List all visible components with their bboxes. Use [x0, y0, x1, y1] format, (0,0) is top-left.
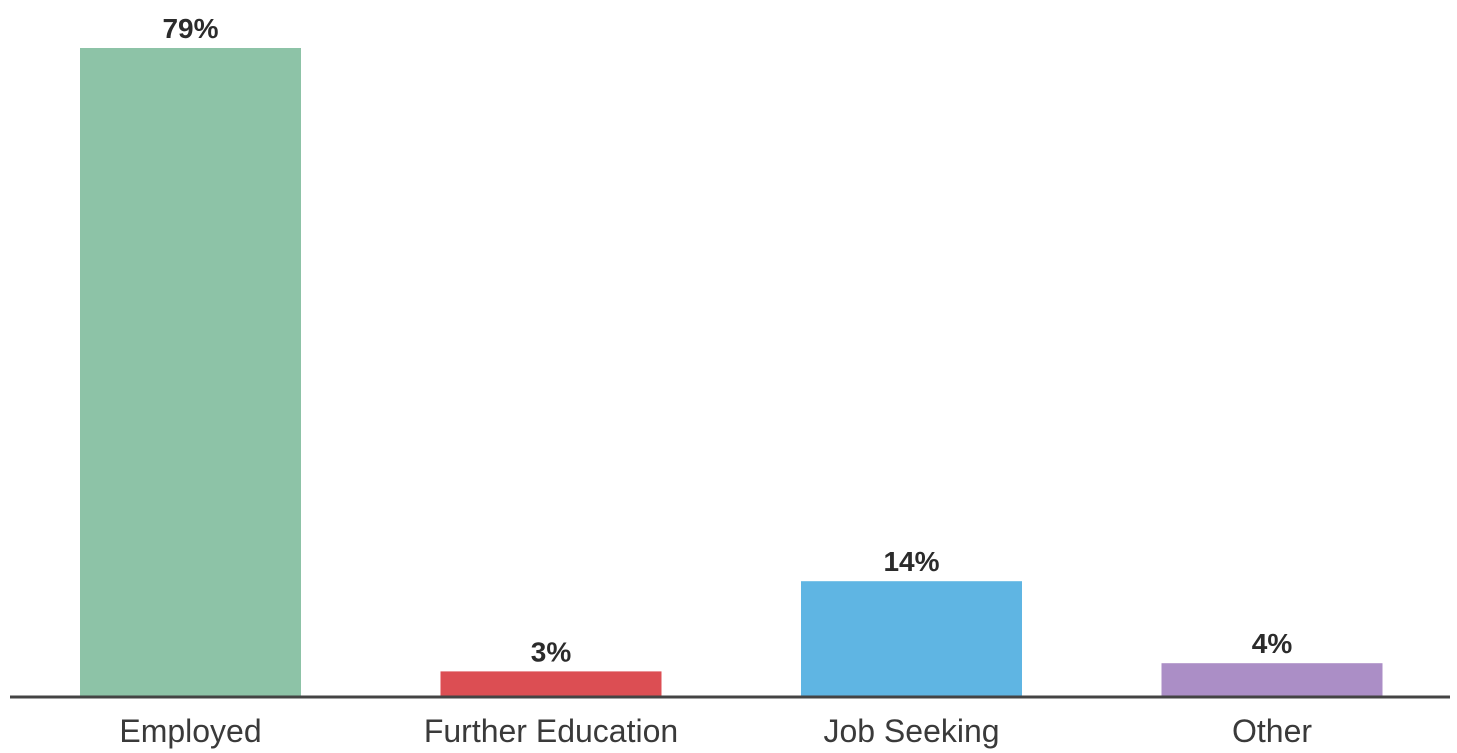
category-label-other: Other [1232, 713, 1312, 749]
value-label-further-education: 3% [531, 636, 572, 667]
bar-other [1161, 663, 1383, 696]
value-labels-layer: 79% 3% 14% 4% [162, 13, 1292, 667]
value-label-job-seeking: 14% [883, 546, 939, 577]
bars-layer [80, 48, 1383, 696]
category-label-further-education: Further Education [424, 713, 678, 749]
category-label-employed: Employed [119, 713, 261, 749]
bar-job-seeking [801, 581, 1022, 696]
category-label-job-seeking: Job Seeking [823, 713, 999, 749]
value-label-employed: 79% [162, 13, 218, 44]
bar-employed [80, 48, 301, 696]
value-label-other: 4% [1252, 628, 1293, 659]
category-labels-layer: Employed Further Education Job Seeking Othe… [119, 713, 1312, 749]
bar-further-education [440, 671, 662, 696]
